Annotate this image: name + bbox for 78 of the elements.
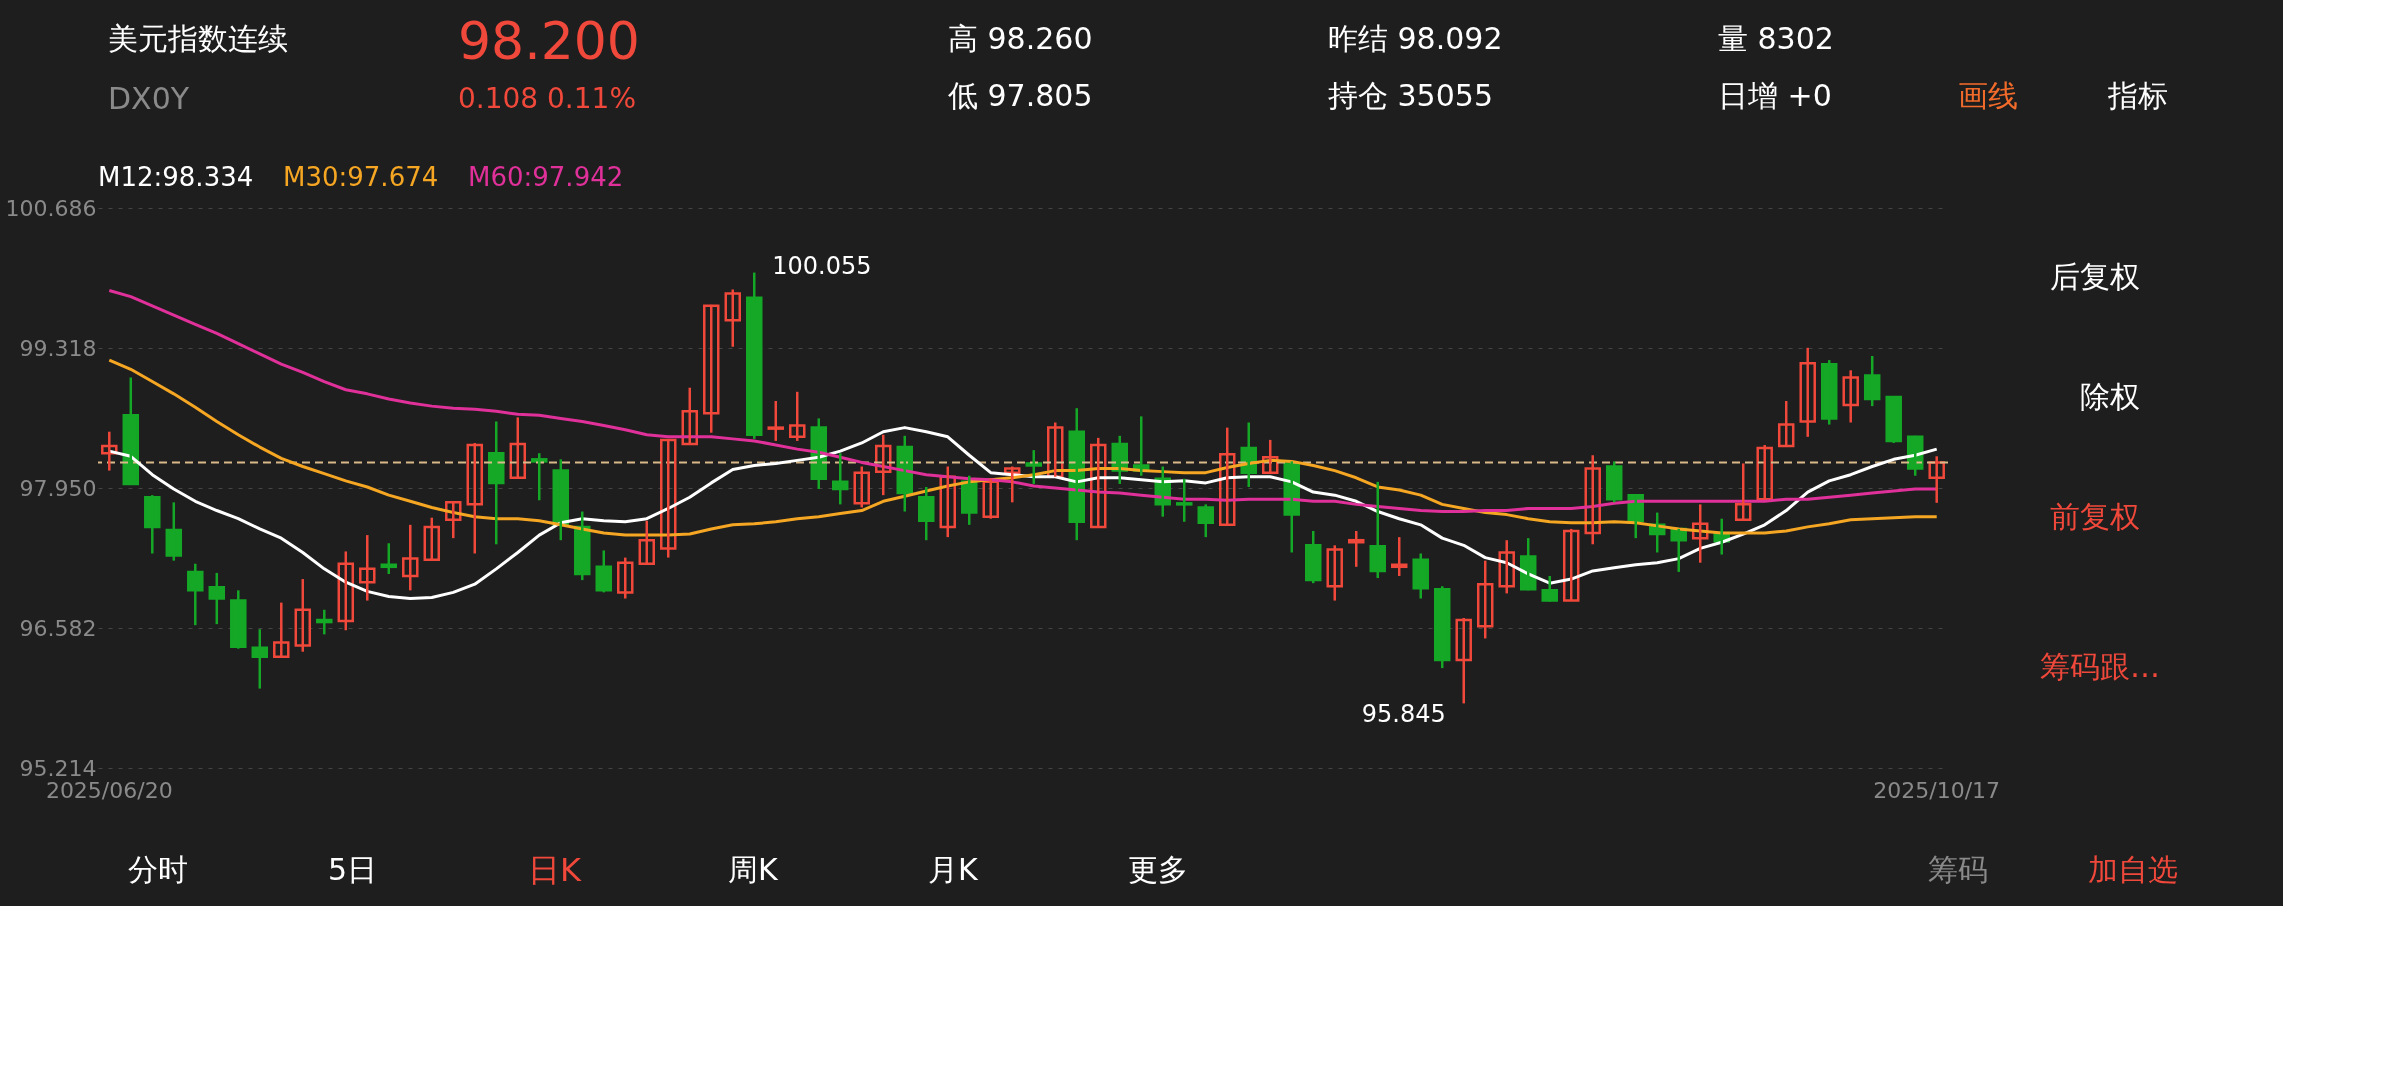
candlestick [660,437,677,559]
candlestick [703,303,720,434]
candlestick [982,477,999,520]
text: 日增 +0 [1718,78,1832,113]
text: 月K [928,852,979,887]
candlestick [1885,395,1902,445]
candlestick [1777,399,1795,449]
candlestick [1261,438,1279,474]
candlestick [1928,455,1945,505]
annotation: 100.055 [772,251,872,280]
text: M60:97.942 [468,162,624,192]
annotation: 95.845 [1361,700,1446,729]
candlestick [1004,465,1021,504]
text: 分时 [128,852,188,887]
y-tick-label: 99.318 [19,335,97,361]
candlestick [1025,448,1042,486]
text: 日K [528,851,582,889]
text: M12:98.334 [98,162,254,192]
y-tick-label: 100.686 [5,195,97,221]
text: 量 8302 [1718,21,1834,56]
text: 0.108 0.11% [458,82,637,115]
candlestick [1756,443,1773,501]
candlestick [423,516,441,561]
text: 指标 [2107,78,2168,113]
text: 画线 [1958,78,2018,113]
candlestick [294,577,312,653]
y-tick-label: 96.582 [19,615,97,641]
candlestick [638,519,656,565]
candlestick [466,441,484,555]
candlestick [1498,538,1515,595]
candlestick [1799,346,1816,439]
candlestick [724,288,742,349]
candlestick [853,465,871,509]
candlestick [1218,426,1236,527]
candlestick [1734,462,1752,521]
text: 前复权 [2050,499,2140,534]
candlestick [681,386,699,446]
text: M30:97.674 [283,162,439,192]
text: 除权 [2080,379,2140,414]
text: 更多 [1128,852,1188,887]
text: 周K [728,852,779,887]
candlestick [1455,616,1472,705]
text: 加自选 [2088,852,2178,887]
y-tick-label: 97.950 [19,475,97,501]
text: 5日 [328,852,378,887]
text: 筹码跟… [2040,649,2160,684]
candlestick [1562,527,1580,602]
candlestick [1326,544,1343,602]
text: 后复权 [2050,259,2140,294]
text: 筹码 [1928,852,1988,887]
candlestick [1842,369,1859,424]
candlestick [875,433,892,497]
text: 高 98.260 [948,21,1093,56]
candlestick [1584,454,1601,546]
candlestick [1691,503,1709,564]
candlestick [337,550,355,632]
candlestick [1175,477,1193,524]
chart-subtitle: DX0Y [108,81,190,116]
candlestick [617,556,634,600]
candlestick [509,416,527,480]
text: 昨结 98.092 [1328,21,1503,56]
candlestick [445,500,462,540]
candlestick [1390,535,1408,578]
x-tick-label: 2025/10/17 [1873,777,2001,803]
candlestick [273,601,290,660]
candlestick [359,533,376,602]
text: 98.200 [458,11,640,71]
candlestick [789,390,806,443]
candlestick [767,399,785,443]
candlestick [1476,559,1494,640]
chart-title: 美元指数连续 [108,21,288,56]
candlestick [251,627,269,690]
text: 持仓 35055 [1328,78,1493,113]
candlestick [1347,529,1365,569]
text: 低 97.805 [948,78,1093,113]
candlestick [402,523,419,592]
candlestick [101,430,118,472]
candlestick [1090,436,1107,529]
